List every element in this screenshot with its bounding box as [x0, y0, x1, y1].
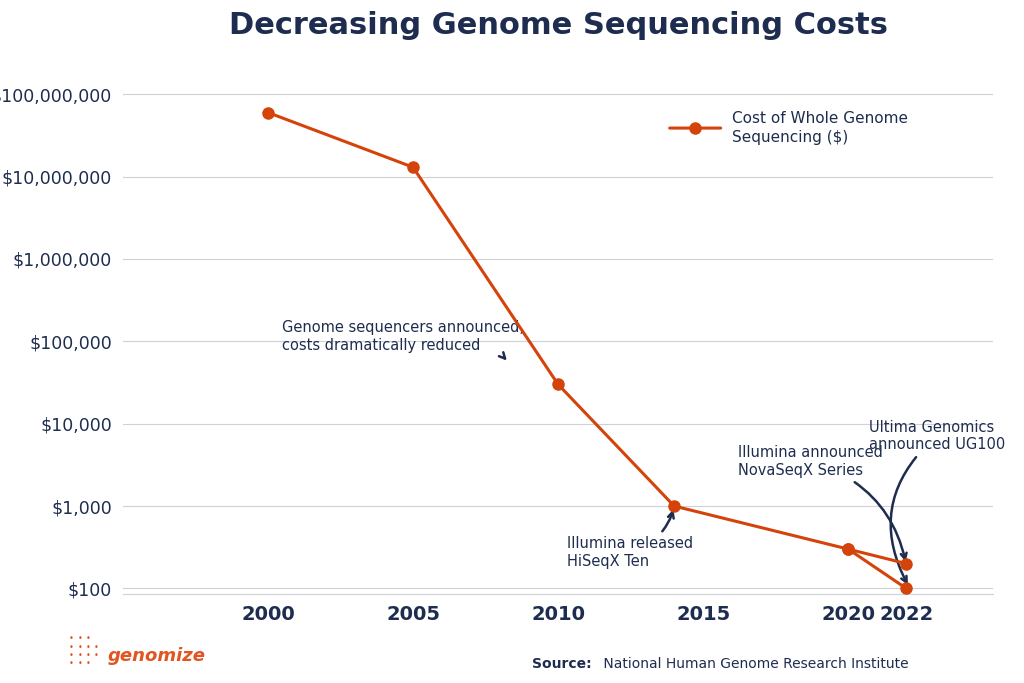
Text: •: •: [86, 635, 90, 643]
Text: Illumina announced
NovaSeqX Series: Illumina announced NovaSeqX Series: [738, 445, 906, 559]
Text: Source:: Source:: [532, 657, 592, 671]
Text: •: •: [78, 659, 82, 668]
Text: •: •: [78, 651, 82, 660]
Text: •: •: [94, 643, 98, 652]
Text: •: •: [86, 651, 90, 660]
Text: Genome sequencers announced,
costs dramatically reduced: Genome sequencers announced, costs drama…: [283, 320, 524, 359]
Text: •: •: [94, 651, 98, 660]
Text: •: •: [70, 635, 74, 643]
Text: •: •: [70, 659, 74, 668]
Text: •: •: [78, 635, 82, 643]
Text: •: •: [86, 643, 90, 652]
Text: Illumina released
HiSeqX Ten: Illumina released HiSeqX Ten: [566, 512, 693, 569]
Title: Decreasing Genome Sequencing Costs: Decreasing Genome Sequencing Costs: [228, 11, 888, 40]
Text: •: •: [86, 659, 90, 668]
Text: genomize: genomize: [108, 647, 206, 665]
Text: Cost of Whole Genome
Sequencing ($): Cost of Whole Genome Sequencing ($): [732, 111, 908, 145]
Text: •: •: [70, 651, 74, 660]
Text: •: •: [70, 643, 74, 652]
Text: National Human Genome Research Institute: National Human Genome Research Institute: [599, 657, 908, 671]
Text: •: •: [78, 643, 82, 652]
Text: Ultima Genomics
announced UG100: Ultima Genomics announced UG100: [868, 420, 1005, 583]
